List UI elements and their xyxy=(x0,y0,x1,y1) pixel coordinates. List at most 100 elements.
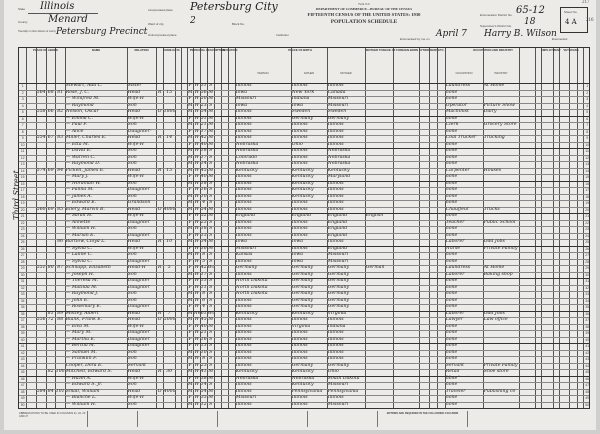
line-number: 24 xyxy=(20,233,25,238)
cell-race: W xyxy=(194,206,200,212)
line-number: 27 xyxy=(585,253,590,257)
row-rule xyxy=(19,317,589,318)
line-number: 17 xyxy=(585,188,590,192)
cell-fbp: Nebraska xyxy=(291,375,315,381)
cell-sex: M xyxy=(187,297,193,303)
cell-house: 551 xyxy=(36,265,46,270)
cell-rel: Daughter xyxy=(127,343,150,348)
cell-bp: Illinois xyxy=(235,297,252,303)
line-number: 26 xyxy=(20,246,25,251)
line-number: 13 xyxy=(20,162,25,166)
cell-fbp: Illinois xyxy=(291,200,308,205)
cell-race: W xyxy=(194,200,200,205)
cell-race: W xyxy=(194,115,200,121)
cell-marital: S xyxy=(209,180,213,186)
cell-dwelling: 72 xyxy=(47,317,54,322)
side-stamp: 216 xyxy=(586,18,594,23)
cell-fbp: Iowa xyxy=(291,102,304,108)
cell-mbp: Illinois xyxy=(327,180,344,186)
line-number: 12 xyxy=(585,155,590,160)
cell-age: 4 xyxy=(202,200,206,205)
column-rule xyxy=(569,48,570,408)
cell-dwelling: 66 xyxy=(47,109,54,114)
cell-rel: Son xyxy=(127,297,137,303)
cell-race: W xyxy=(194,375,200,381)
cell-race: W xyxy=(194,89,200,95)
cell-mbp: Illinois xyxy=(327,141,344,147)
cell-sex: F xyxy=(188,245,192,251)
cell-race: W xyxy=(194,265,200,270)
row-rule xyxy=(19,271,589,273)
cell-fbp: Illinois xyxy=(291,245,308,251)
line-number: 18 xyxy=(585,194,590,199)
cell-bp: Illinois xyxy=(235,128,252,134)
cell-age: 61 xyxy=(200,310,207,316)
cell-sex: M xyxy=(187,167,193,173)
cell-mbp: Maryland xyxy=(327,174,351,179)
row-rule xyxy=(19,193,589,195)
cell-ind: Trucking xyxy=(483,135,505,140)
cell-occ: none xyxy=(445,148,458,153)
cell-fbp: Kentucky xyxy=(291,310,314,316)
line-number: 25 xyxy=(20,240,25,244)
row-rule xyxy=(19,291,589,292)
line-number: 2 xyxy=(21,90,24,95)
cell-race: W xyxy=(194,226,200,231)
cell-race: W xyxy=(194,395,200,400)
cell-tenure: R xyxy=(157,369,162,374)
cell-sex: M xyxy=(187,206,193,212)
row-rule xyxy=(19,252,589,253)
cell-fbp: Illinois xyxy=(291,219,308,225)
abbreviations-box: ABBREVIATIONS TO BE USED IN COLUMNS 21, … xyxy=(18,411,88,427)
cell-mbp: Illinois xyxy=(327,128,344,134)
cell-sex: M xyxy=(187,161,193,166)
column-rule xyxy=(214,48,215,408)
cell-sex: F xyxy=(188,258,192,264)
cell-rel: Son xyxy=(127,349,137,355)
column-rule xyxy=(46,48,47,408)
cell-mbp: England xyxy=(327,219,348,225)
row-rule xyxy=(19,226,589,227)
cell-age: 18 xyxy=(200,226,207,231)
cell-rel: Daughter xyxy=(127,278,150,283)
cell-race: W xyxy=(194,193,200,199)
cell-dwelling: 67 xyxy=(47,135,54,140)
cell-race: W xyxy=(194,122,200,127)
column-header-veterans: VETERANS xyxy=(563,48,579,52)
cell-ind: Picture Show xyxy=(483,102,515,108)
column-rule xyxy=(541,48,542,408)
cell-marital: M xyxy=(208,245,214,251)
cell-family: 100 xyxy=(55,369,65,374)
cell-fbp: Illinois xyxy=(291,349,308,355)
cell-ind: Law office xyxy=(483,317,508,322)
cell-sex: F xyxy=(188,96,192,101)
line-number: 24 xyxy=(585,233,590,238)
cell-age: 11 xyxy=(200,284,207,290)
line-number: 35 xyxy=(585,305,590,309)
cell-bp: Illinois xyxy=(235,330,252,335)
row-rule xyxy=(19,408,589,409)
cell-fbp: Illinois xyxy=(291,128,308,134)
line-number: 10 xyxy=(585,142,590,147)
cell-age: 54 xyxy=(200,388,207,394)
column-rule xyxy=(437,48,438,408)
cell-age: 10 xyxy=(200,349,207,355)
cell-house: 564 xyxy=(36,89,46,95)
cell-marital: S xyxy=(209,278,213,283)
cell-age: 54 xyxy=(200,206,207,212)
cell-rel: Wife-H xyxy=(127,141,144,147)
cell-mbp: Germany xyxy=(327,115,350,121)
column-header-tongue: MOTHER TONGUE OF FOREIGN BORN xyxy=(365,48,418,52)
cell-age: 35 xyxy=(200,395,207,400)
county-value: Menard xyxy=(48,14,88,25)
line-number: 22 xyxy=(585,220,590,225)
row-rule xyxy=(19,109,589,110)
cell-ind: Publishing co xyxy=(483,388,516,394)
cell-marital: M xyxy=(208,109,214,114)
cell-race: W xyxy=(194,369,200,374)
cell-fbp: Illinois xyxy=(291,148,308,153)
cell-name: — Edward S. Jr. xyxy=(65,382,103,387)
cell-bp: Illinois xyxy=(235,193,252,199)
cell-family: 88 xyxy=(57,317,64,322)
column-header-employment: EMPLOYMENT xyxy=(541,48,561,52)
